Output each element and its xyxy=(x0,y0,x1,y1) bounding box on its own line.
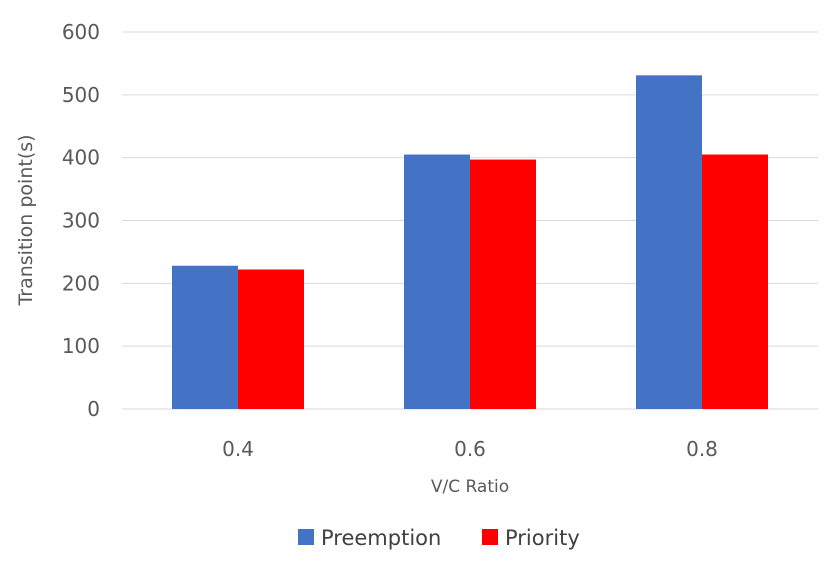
bars xyxy=(172,75,768,409)
y-tick-label: 0 xyxy=(87,397,100,421)
legend-label-priority: Priority xyxy=(505,526,580,550)
bar-priority-0.4 xyxy=(238,269,304,409)
y-tick-label: 200 xyxy=(62,271,100,295)
y-tick-label: 500 xyxy=(62,83,100,107)
bar-preemption-0.4 xyxy=(172,265,238,409)
legend-swatch-preemption xyxy=(298,529,314,545)
y-tick-label: 400 xyxy=(62,146,100,170)
y-tick-label: 100 xyxy=(62,334,100,358)
x-axis-title: V/C Ratio xyxy=(431,477,509,497)
y-tick-label: 300 xyxy=(62,209,100,233)
x-tick-label: 0.4 xyxy=(222,437,254,461)
bar-priority-0.8 xyxy=(702,154,768,409)
bar-preemption-0.6 xyxy=(404,154,470,409)
x-tick-label: 0.6 xyxy=(454,437,486,461)
bar-preemption-0.8 xyxy=(636,75,702,409)
y-tick-labels: 0 100 200 300 400 500 600 xyxy=(62,20,100,421)
legend-swatch-priority xyxy=(482,529,498,545)
legend: Preemption Priority xyxy=(298,526,580,550)
bar-priority-0.6 xyxy=(470,159,536,409)
y-axis-title: Transition point(s) xyxy=(15,134,37,306)
legend-label-preemption: Preemption xyxy=(321,526,441,550)
y-tick-label: 600 xyxy=(62,20,100,44)
x-tick-label: 0.8 xyxy=(686,437,718,461)
x-tick-labels: 0.4 0.6 0.8 xyxy=(222,437,718,461)
